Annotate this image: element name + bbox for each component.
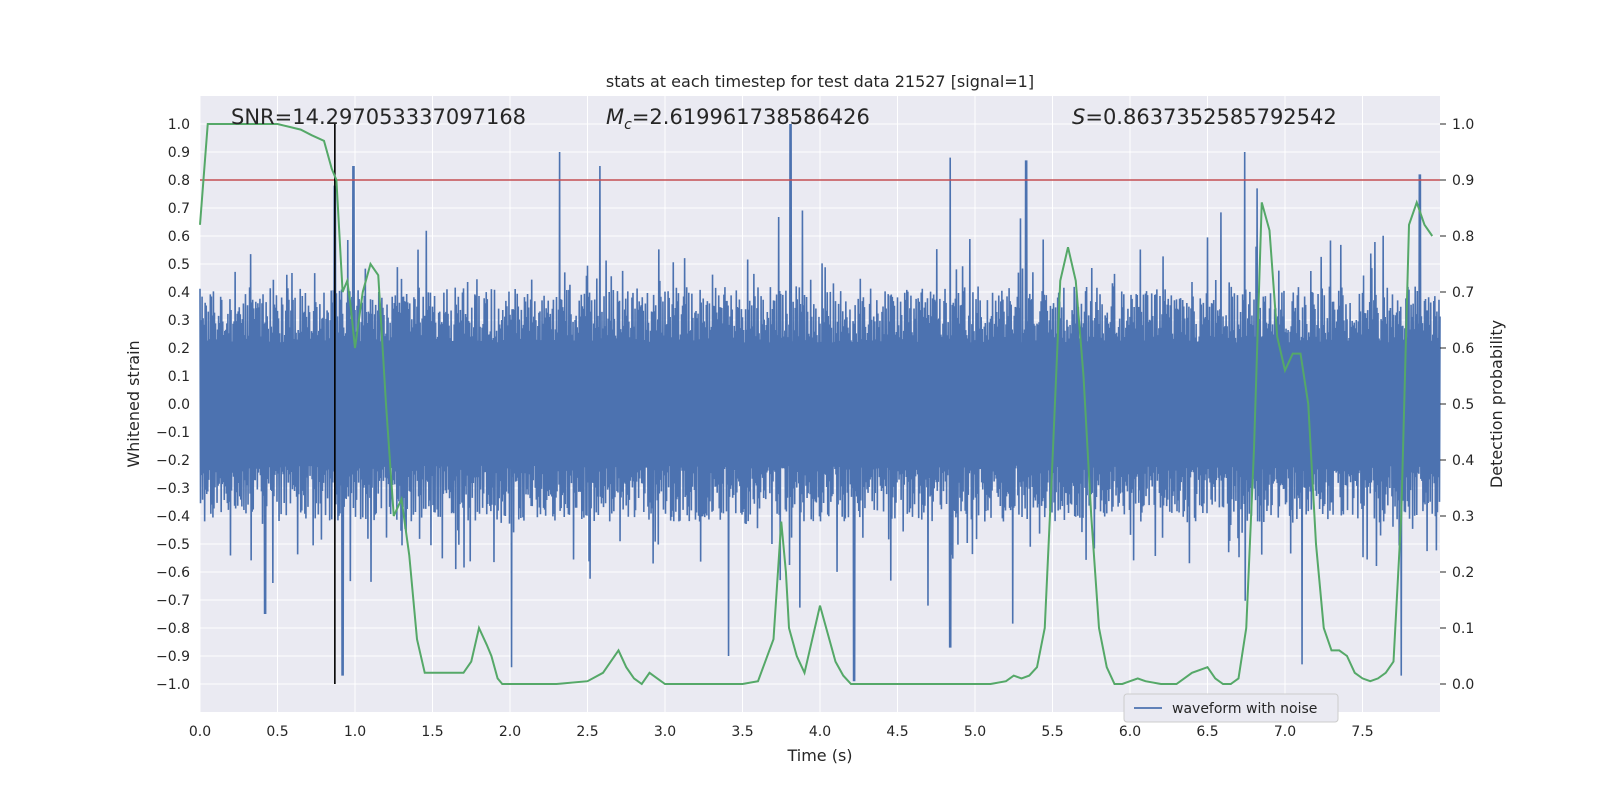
y-tick-label: 0.2 (168, 341, 190, 357)
y2-axis-label: Detection probability (1487, 320, 1506, 488)
y2-tick-label: 0.9 (1452, 173, 1474, 189)
x-tick-label: 3.0 (654, 724, 676, 740)
x-tick-label: 5.5 (1041, 724, 1063, 740)
x-tick-label: 1.0 (344, 724, 366, 740)
y-tick-label: 0.0 (168, 397, 190, 413)
x-tick-label: 4.5 (886, 724, 908, 740)
snr-annotation: SNR=14.297053337097168 (231, 105, 526, 129)
y-tick-label: 0.6 (168, 229, 190, 245)
x-tick-label: 6.5 (1196, 724, 1218, 740)
y-tick-label: −0.1 (156, 425, 190, 441)
y2-tick-label: 0.4 (1452, 453, 1474, 469)
waveform-series (199, 123, 1441, 682)
x-tick-label: 1.5 (421, 724, 443, 740)
waveform-line (199, 123, 1441, 682)
y-tick-label: 0.3 (168, 313, 190, 329)
chirp-mass-subscript: c (624, 117, 632, 133)
y-tick-label: −0.6 (156, 565, 190, 581)
y2-tick-label: 0.8 (1452, 229, 1474, 245)
y-tick-label: 0.7 (168, 201, 190, 217)
s-value: =0.8637352585792542 (1085, 105, 1336, 129)
y-tick-label: −0.7 (156, 593, 190, 609)
probability-line (199, 123, 1434, 686)
s-annotation: S=0.8637352585792542 (1072, 105, 1337, 129)
x-tick-label: 3.5 (731, 724, 753, 740)
probability-series (199, 123, 1434, 686)
y2-tick-label: 0.7 (1452, 285, 1474, 301)
y-tick-label: −0.2 (156, 453, 190, 469)
y-axis-label: Whitened strain (124, 340, 143, 467)
x-tick-label: 4.0 (809, 724, 831, 740)
y-tick-label: 0.4 (168, 285, 190, 301)
x-tick-label: 0.0 (189, 724, 211, 740)
x-axis-label: Time (s) (786, 746, 852, 765)
y2-tick-labels: 1.0 0.9 0.8 0.7 0.6 0.5 0.4 0.3 0.2 0.1 0.0 (1440, 117, 1474, 693)
y2-tick-label: 0.6 (1452, 341, 1474, 357)
legend: waveform with noise (1123, 693, 1339, 723)
y-tick-label: 0.9 (168, 145, 190, 161)
y-tick-label: −0.5 (156, 537, 190, 553)
y-tick-labels: 1.0 0.9 0.8 0.7 0.6 0.5 0.4 0.3 0.2 0.1 0.0 −0.1 −0.… (156, 117, 190, 693)
y-tick-label: −0.4 (156, 509, 190, 525)
y-tick-label: 0.5 (168, 257, 190, 273)
y-tick-label: 0.1 (168, 369, 190, 385)
y2-tick-label: 1.0 (1452, 117, 1474, 133)
y2-tick-label: 0.0 (1452, 677, 1474, 693)
chart-title: stats at each timestep for test data 215… (606, 72, 1034, 91)
x-tick-label: 0.5 (266, 724, 288, 740)
y2-tick-label: 0.1 (1452, 621, 1474, 637)
y-tick-label: −0.9 (156, 649, 190, 665)
legend-label: waveform with noise (1172, 701, 1317, 717)
chirp-mass-value: =2.619961738586426 (632, 105, 870, 129)
chirp-mass-symbol: M (606, 105, 624, 129)
y-tick-label: −1.0 (156, 677, 190, 693)
y2-tick-label: 0.3 (1452, 509, 1474, 525)
legend-box (1123, 693, 1339, 723)
y-tick-label: 0.8 (168, 173, 190, 189)
y-tick-label: −0.8 (156, 621, 190, 637)
x-tick-label: 6.0 (1119, 724, 1141, 740)
y-tick-label: 1.0 (168, 117, 190, 133)
y-tick-label: −0.3 (156, 481, 190, 497)
s-symbol: S (1072, 105, 1085, 129)
x-tick-label: 2.5 (576, 724, 598, 740)
x-tick-labels: 0.0 0.5 1.0 1.5 2.0 2.5 3.0 3.5 4.0 4.5 5.0 5.5 6.0 6… (189, 724, 1374, 740)
x-tick-label: 7.5 (1351, 724, 1373, 740)
x-tick-label: 7.0 (1274, 724, 1296, 740)
y2-tick-label: 0.2 (1452, 565, 1474, 581)
x-tick-label: 5.0 (964, 724, 986, 740)
y2-tick-label: 0.5 (1452, 397, 1474, 413)
chirp-mass-annotation: Mc=2.619961738586426 (606, 105, 870, 133)
x-tick-label: 2.0 (499, 724, 521, 740)
